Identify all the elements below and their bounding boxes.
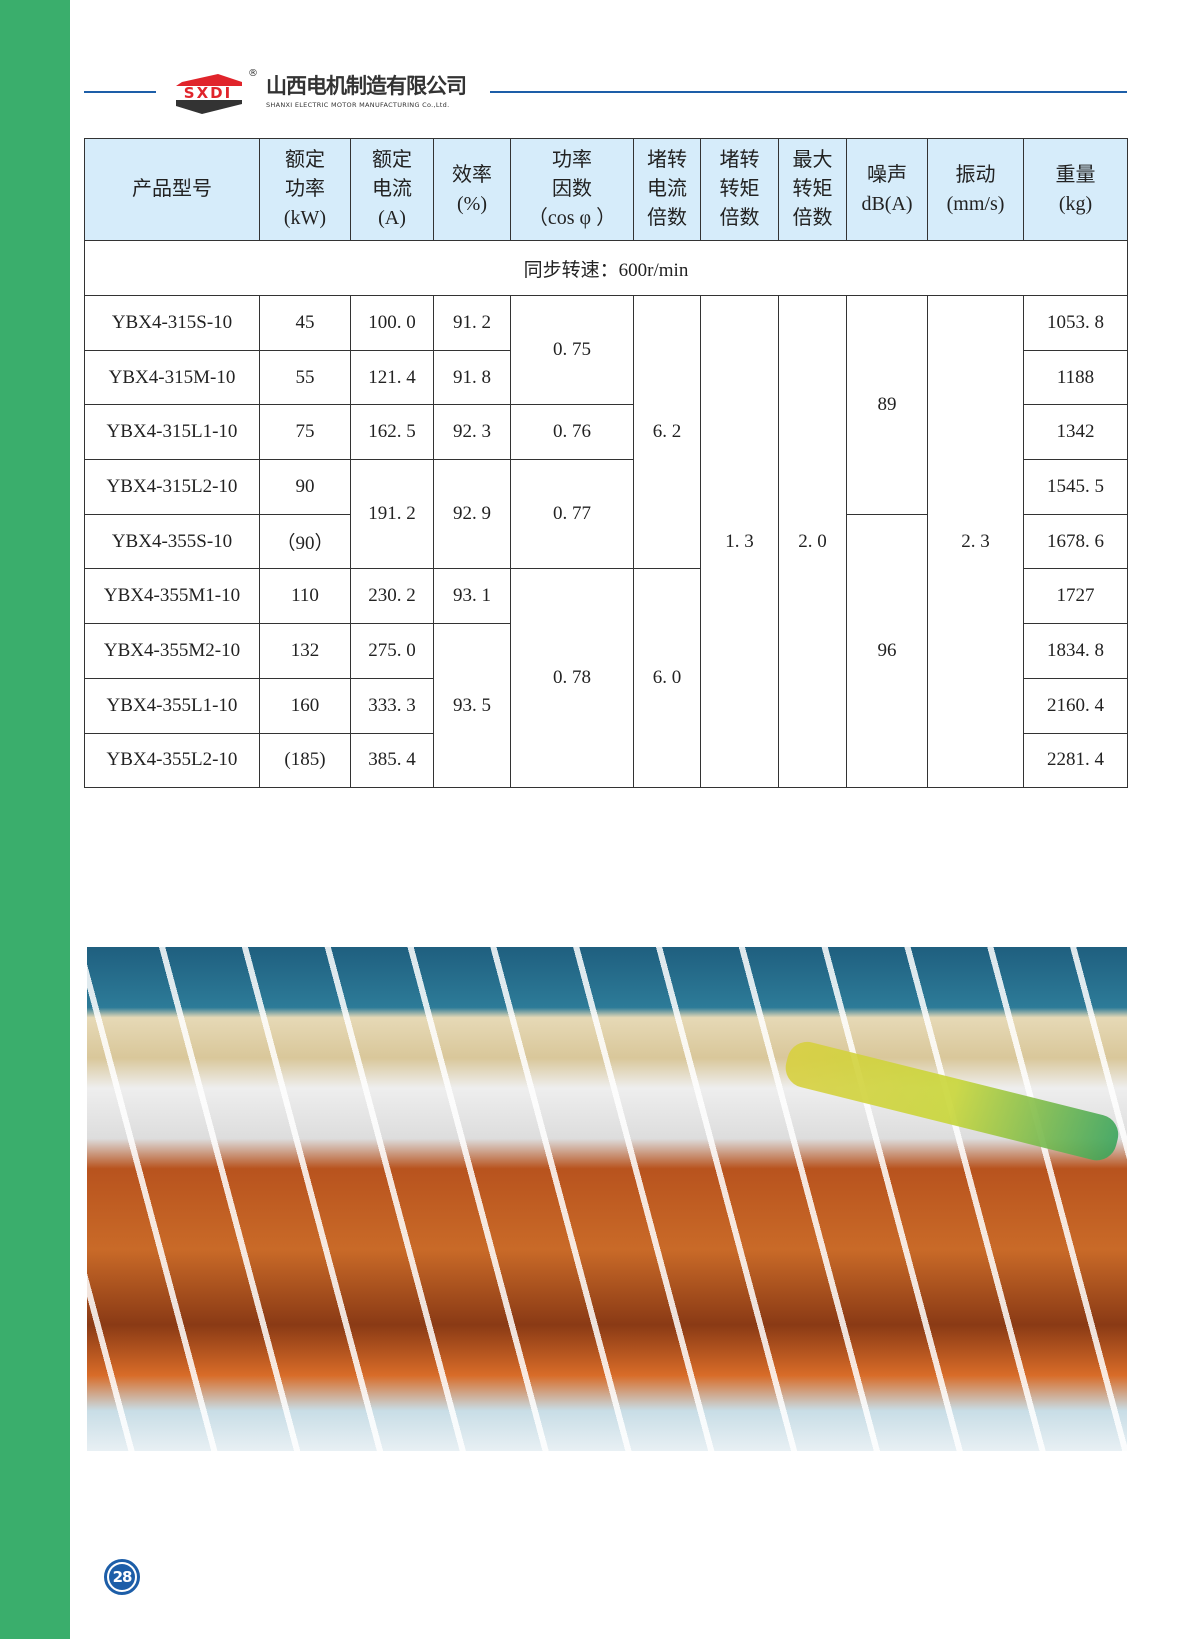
registered-mark: ® — [248, 68, 258, 79]
weight: 1834. 8 — [1023, 623, 1128, 679]
efficiency: 93. 5 — [433, 623, 511, 789]
power: 75 — [259, 404, 351, 461]
side-green-bar — [0, 0, 70, 1639]
max-torque: 2. 0 — [778, 294, 847, 789]
column-header: 最大 转矩 倍数 — [778, 138, 847, 241]
page-number-text: 28 — [109, 1564, 135, 1590]
page-number: 28 — [104, 1559, 140, 1595]
power: （90） — [259, 513, 351, 570]
model: YBX4-355M2-10 — [84, 623, 260, 679]
current: 333. 3 — [350, 677, 434, 734]
power: (185) — [259, 732, 351, 789]
efficiency: 91. 8 — [433, 349, 511, 406]
weight: 1188 — [1023, 349, 1128, 406]
power: 132 — [259, 623, 351, 679]
efficiency: 91. 2 — [433, 295, 511, 351]
column-header: 堵转 电流 倍数 — [633, 138, 701, 241]
current: 191. 2 — [350, 459, 434, 570]
table-row: YBX4-315L2-10 90 191. 2 92. 9 0. 77 1545… — [84, 459, 1128, 570]
power: 160 — [259, 677, 351, 734]
power: 110 — [259, 568, 351, 625]
table-row: YBX4-355M2-10 132 275. 0 93. 5 1834. 8 — [84, 623, 1128, 789]
power: 90 — [259, 459, 351, 515]
model: YBX4-315L2-10 — [84, 459, 260, 515]
sync-speed: 同步转速：600r/min — [84, 240, 1128, 296]
model: YBX4-355L1-10 — [84, 677, 260, 734]
header-rule-right — [490, 91, 1127, 93]
weight: 1545. 5 — [1023, 459, 1128, 515]
company-name-cn: 山西电机制造有限公司 — [266, 74, 467, 98]
weight: 2281. 4 — [1023, 732, 1128, 789]
current: 100. 0 — [350, 295, 434, 351]
column-header: 产品型号 — [84, 138, 260, 241]
current: 162. 5 — [350, 404, 434, 461]
column-header: 功率 因数 （cos φ ） — [510, 138, 634, 241]
current: 385. 4 — [350, 732, 434, 789]
weight: 1342 — [1023, 404, 1128, 461]
company-logo: SXDI — [176, 74, 242, 114]
efficiency: 93. 1 — [433, 568, 511, 625]
model: YBX4-315S-10 — [84, 295, 260, 351]
table-row: YBX4-315M-10 55 121. 4 91. 8 1188 — [84, 349, 1128, 406]
power-factor: 0. 78 — [510, 568, 634, 789]
column-header: 额定 功率 (kW) — [259, 138, 351, 241]
power: 55 — [259, 349, 351, 406]
column-header: 重量 (kg) — [1023, 138, 1128, 241]
weight: 2160. 4 — [1023, 677, 1128, 734]
column-header: 堵转 转矩 倍数 — [700, 138, 779, 241]
power-factor: 0. 77 — [510, 459, 634, 570]
model: YBX4-315L1-10 — [84, 404, 260, 461]
power-factor: 0. 75 — [510, 294, 634, 406]
table-row: YBX4-315S-10 45 100. 0 91. 2 0. 75 6. 2 … — [84, 294, 1128, 789]
column-header: 噪声 dB(A) — [846, 138, 928, 241]
model: YBX4-355M1-10 — [84, 568, 260, 625]
weight: 1727 — [1023, 568, 1128, 625]
efficiency: 92. 9 — [433, 459, 511, 570]
model: YBX4-355L2-10 — [84, 732, 260, 789]
table-row: YBX4-355L2-10 (185) 385. 4 2281. 4 — [84, 732, 1128, 789]
efficiency: 92. 3 — [433, 404, 511, 461]
column-header: 额定 电流 (A) — [350, 138, 434, 241]
header-rule-left — [84, 91, 156, 93]
stator-winding-photo — [87, 947, 1127, 1451]
table-row: YBX4-355L1-10 160 333. 3 2160. 4 — [84, 677, 1128, 734]
power: 45 — [259, 295, 351, 351]
header-row: 产品型号 额定 功率 (kW) 额定 电流 (A) 效率 (%) 功率 因数 （cos … — [84, 138, 1128, 241]
company-name-en: SHANXI ELECTRIC MOTOR MANUFACTURING Co.,… — [266, 101, 450, 109]
column-header: 振动 (mm/s) — [927, 138, 1024, 241]
current: 230. 2 — [350, 568, 434, 625]
current: 121. 4 — [350, 349, 434, 406]
locked-torque: 1. 3 — [700, 294, 779, 789]
table-row: YBX4-315L1-10 75 162. 5 92. 3 0. 76 1342 — [84, 404, 1128, 461]
motor-spec-table: 产品型号 额定 功率 (kW) 额定 电流 (A) 效率 (%) 功率 因数 （cos … — [84, 138, 1128, 789]
vibration: 2. 3 — [927, 294, 1024, 789]
column-header: 效率 (%) — [433, 138, 511, 241]
weight: 1678. 6 — [1023, 513, 1128, 570]
current: 275. 0 — [350, 623, 434, 679]
model: YBX4-315M-10 — [84, 349, 260, 406]
model: YBX4-355S-10 — [84, 513, 260, 570]
noise: 96 — [846, 513, 928, 789]
noise: 89 — [846, 295, 928, 515]
power-factor: 0. 76 — [510, 404, 634, 461]
table-row: YBX4-355S-10 （90） 96 1678. 6 — [84, 513, 1128, 789]
svg-text:SXDI: SXDI — [184, 84, 232, 102]
locked-current: 6. 0 — [633, 568, 701, 789]
weight: 1053. 8 — [1023, 295, 1128, 351]
table-row: YBX4-355M1-10 110 230. 2 93. 1 0. 78 6. … — [84, 568, 1128, 789]
locked-current: 6. 2 — [633, 294, 701, 570]
